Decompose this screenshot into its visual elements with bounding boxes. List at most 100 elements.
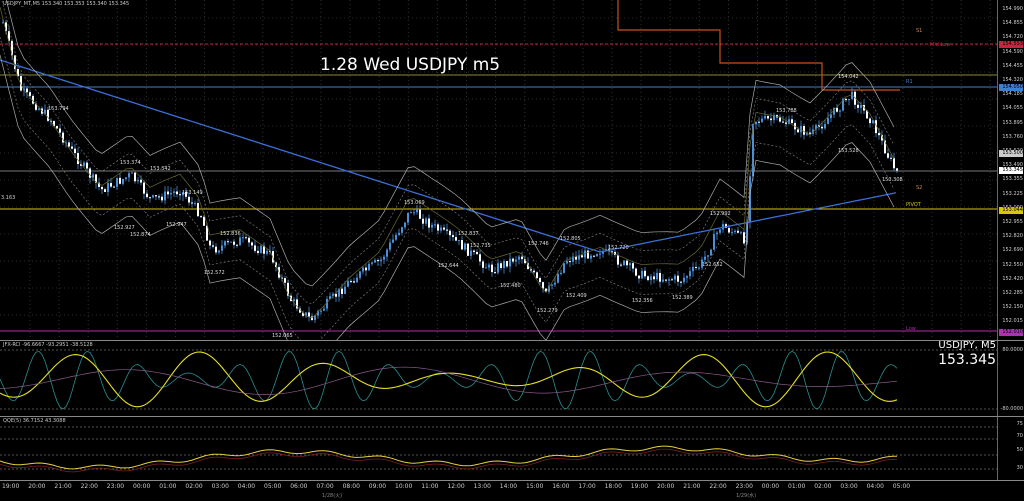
candle-body <box>515 259 517 262</box>
candle-body <box>350 281 352 283</box>
candle-body <box>227 241 229 243</box>
candle-body <box>482 261 484 268</box>
candle-body <box>80 164 82 166</box>
candle-body <box>188 196 190 203</box>
candle-body <box>365 267 367 271</box>
candle-body <box>509 258 511 267</box>
candle-body <box>611 251 613 253</box>
candle-body <box>326 299 328 309</box>
candle-body <box>185 191 187 197</box>
time-tick: 20:00 <box>28 483 46 490</box>
price-tick: 154.185 <box>1002 91 1023 98</box>
candle-body <box>173 191 175 193</box>
candle-body <box>893 158 895 169</box>
candle-body <box>47 109 49 121</box>
pivot-label: Mid Low <box>930 42 951 48</box>
candle-body <box>479 254 481 262</box>
candle-body <box>815 125 817 130</box>
price-annotation: 152.927 <box>114 225 135 231</box>
candle-body <box>161 196 163 201</box>
candle-body <box>647 276 649 281</box>
candle-body <box>404 222 406 228</box>
candle-body <box>467 243 469 256</box>
time-tick: 12:00 <box>447 483 465 490</box>
candle-body <box>14 55 16 70</box>
candle-body <box>86 162 88 169</box>
candle-body <box>791 119 793 124</box>
price-tick: 153.355 <box>1002 176 1023 183</box>
candle-body <box>29 92 31 96</box>
candle-body <box>398 232 400 235</box>
candle-body <box>512 258 514 262</box>
candle-body <box>380 259 382 262</box>
qqe-tick: 30 <box>1016 465 1023 471</box>
time-axis[interactable]: 19:00 20:00 21:00 22:00 23:00 00:00 01:00 02:00… <box>0 480 998 501</box>
time-tick: 10:00 <box>395 483 413 490</box>
candle-body <box>851 91 853 99</box>
candle-body <box>176 191 178 195</box>
level-tag: 153.500 <box>999 150 1023 157</box>
candle-body <box>440 227 442 231</box>
candle-body <box>254 245 256 251</box>
candle-body <box>494 272 496 274</box>
rci-axis[interactable]: 80.0000 -80.0000 <box>997 341 1024 416</box>
candle-body <box>737 230 739 233</box>
price-tick: 152.420 <box>1002 275 1023 282</box>
time-tick: 00:00 <box>133 483 151 490</box>
candle-body <box>170 192 172 195</box>
time-tick: 17:00 <box>578 483 596 490</box>
price-annotation: 152.836 <box>220 231 241 237</box>
time-tick: 04:00 <box>866 483 884 490</box>
candle-body <box>758 121 760 123</box>
candle-body <box>821 126 823 129</box>
price-tick: 152.015 <box>1002 318 1023 325</box>
candle-body <box>725 224 727 228</box>
price-tick: 153.895 <box>1002 119 1023 126</box>
time-tick: 08:00 <box>342 483 360 490</box>
price-annotation: 153.149 <box>182 190 203 196</box>
candle-body <box>17 69 19 77</box>
candle-body <box>752 124 754 177</box>
candle-body <box>134 172 136 182</box>
candle-body <box>632 263 634 269</box>
qqe-fast-line <box>0 445 897 470</box>
candle-body <box>473 250 475 253</box>
rci-panel[interactable]: JFX-RCI -96.6667 -93.2951 -38.5128 80.00… <box>0 341 1024 417</box>
candle-body <box>806 132 808 135</box>
qqe-axis[interactable]: 75 70 50 30 <box>997 417 1024 480</box>
candle-body <box>713 234 715 250</box>
price-annotation: 153.069 <box>404 200 425 206</box>
candle-body <box>368 263 370 271</box>
candle-body <box>224 241 226 246</box>
price-chart-panel[interactable]: USDJPY_MT,M5 153.340 153.353 153.340 153… <box>0 0 1024 341</box>
candle-body <box>686 276 688 278</box>
time-tick: 05:00 <box>264 483 282 490</box>
candle-body <box>707 255 709 257</box>
price-axis[interactable]: 154.990 154.855 154.720 154.590 154.455 154.3… <box>997 0 1024 340</box>
candle-body <box>371 262 373 264</box>
candle-body <box>845 98 847 101</box>
time-tick: 23:00 <box>106 483 125 490</box>
candle-body <box>755 121 757 125</box>
qqe-panel[interactable]: QQE(5) 36.7152 43.3088 75 70 50 30 <box>0 417 1024 481</box>
candle-body <box>767 116 769 119</box>
candle-body <box>119 177 121 184</box>
candle-body <box>680 281 682 283</box>
candle-body <box>257 250 259 253</box>
candle-body <box>104 189 106 192</box>
candle-body <box>77 153 79 165</box>
candle-body <box>35 103 37 110</box>
time-tick: 06:00 <box>290 483 308 490</box>
candle-body <box>131 172 133 174</box>
candle-body <box>533 270 535 273</box>
candle-body <box>44 109 46 114</box>
candle-body <box>296 299 298 309</box>
candle-body <box>644 270 646 277</box>
candle-body <box>524 259 526 264</box>
candle-body <box>203 216 205 226</box>
rci-label: JFX-RCI -96.6667 -93.2951 -38.5128 <box>3 342 93 348</box>
price-annotation: 154.042 <box>838 74 859 80</box>
price-annotation: 152.837 <box>458 231 479 237</box>
candle-body <box>602 250 604 254</box>
candle-body <box>836 107 838 112</box>
